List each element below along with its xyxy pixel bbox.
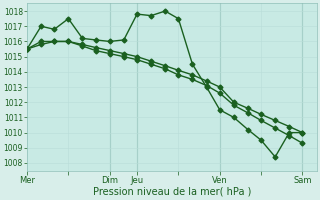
X-axis label: Pression niveau de la mer( hPa ): Pression niveau de la mer( hPa ) [92,187,251,197]
